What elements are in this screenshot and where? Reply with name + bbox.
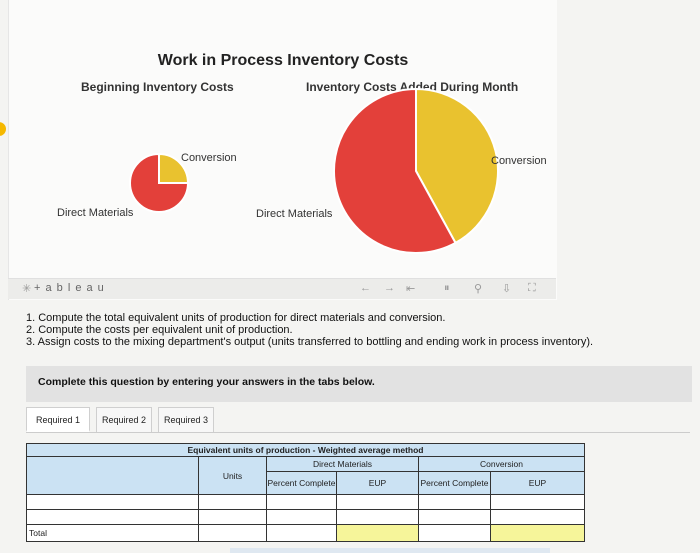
pie-slice-direct-materials[interactable] bbox=[333, 87, 457, 254]
undo-icon[interactable]: ← bbox=[360, 282, 371, 294]
tab-required-3[interactable]: Required 3 bbox=[158, 407, 214, 432]
pie-slice-conversion[interactable] bbox=[158, 152, 190, 184]
instructions: 1. Compute the total equivalent units of… bbox=[26, 312, 593, 348]
total-conv-eup bbox=[490, 524, 585, 542]
right-pie-materials-label: Direct Materials bbox=[256, 208, 333, 220]
header-conv-percent: Percent Complete bbox=[418, 471, 491, 495]
fullscreen-icon[interactable]: ⛶ bbox=[528, 282, 536, 294]
total-conv-percent bbox=[418, 524, 491, 542]
pie-slice-direct-materials[interactable] bbox=[129, 152, 190, 213]
row2-dm-percent-input[interactable] bbox=[266, 509, 337, 525]
total-row-label: Total bbox=[26, 524, 199, 542]
header-blank bbox=[26, 456, 199, 495]
header-conv-eup: EUP bbox=[490, 471, 585, 495]
banner-text: Complete this question by entering your … bbox=[38, 376, 375, 388]
tab-required-2[interactable]: Required 2 bbox=[96, 407, 152, 432]
header-dm-percent: Percent Complete bbox=[266, 471, 337, 495]
tab-required-1[interactable]: Required 1 bbox=[26, 407, 90, 432]
eup-table: Equivalent units of production - Weighte… bbox=[26, 443, 585, 542]
share-icon[interactable]: ⚲ bbox=[474, 283, 483, 295]
bottom-nav-strip bbox=[230, 548, 550, 553]
row2-conv-eup-input[interactable] bbox=[490, 509, 585, 525]
row2-conv-percent-input[interactable] bbox=[418, 509, 491, 525]
row2-label-input[interactable] bbox=[26, 509, 199, 525]
header-conversion: Conversion bbox=[418, 456, 585, 472]
instruction-banner: Complete this question by entering your … bbox=[26, 366, 692, 402]
row1-conv-eup-input[interactable] bbox=[490, 494, 585, 510]
total-dm-eup bbox=[336, 524, 419, 542]
tab-divider bbox=[26, 432, 690, 433]
row1-units-input[interactable] bbox=[198, 494, 267, 510]
total-units-input[interactable] bbox=[198, 524, 267, 542]
viz-title: Work in Process Inventory Costs bbox=[157, 52, 409, 69]
left-pie-materials-label: Direct Materials bbox=[57, 207, 134, 219]
row1-conv-percent-input[interactable] bbox=[418, 494, 491, 510]
row1-dm-percent-input[interactable] bbox=[266, 494, 337, 510]
instruction-3: 3. Assign costs to the mixing department… bbox=[26, 336, 594, 348]
pie-slice-conversion[interactable] bbox=[415, 87, 499, 245]
total-dm-percent bbox=[266, 524, 337, 542]
pause-icon[interactable]: ⏸ bbox=[444, 282, 450, 294]
eup-table-container: Equivalent units of production - Weighte… bbox=[26, 443, 586, 553]
tableau-toolbar: ✳ + a b l e a u ← → ⇤ ⏸ ⚲ ⇩ ⛶ bbox=[8, 278, 556, 299]
download-icon[interactable]: ⇩ bbox=[502, 283, 512, 295]
added-costs-pie bbox=[333, 87, 499, 254]
row1-label-input[interactable] bbox=[26, 494, 199, 510]
revert-icon[interactable]: ⇤ bbox=[406, 283, 416, 295]
redo-icon[interactable]: → bbox=[384, 282, 395, 294]
beginning-inventory-pie bbox=[129, 152, 190, 213]
tableau-brand: + a b l e a u bbox=[34, 282, 105, 294]
right-pie-conversion-label: Conversion bbox=[491, 155, 547, 167]
added-costs-title: Inventory Costs Added During Month bbox=[306, 80, 519, 94]
tableau-logo-icon: ✳ bbox=[22, 283, 32, 295]
pie-charts bbox=[129, 87, 499, 254]
instruction-1: 1. Compute the total equivalent units of… bbox=[26, 312, 446, 324]
header-direct-materials: Direct Materials bbox=[266, 456, 419, 472]
header-dm-eup: EUP bbox=[336, 471, 419, 495]
row2-units-input[interactable] bbox=[198, 509, 267, 525]
tableau-viz: Work in Process Inventory Costs Beginnin… bbox=[8, 0, 557, 300]
row2-dm-eup-input[interactable] bbox=[336, 509, 419, 525]
row1-dm-eup-input[interactable] bbox=[336, 494, 419, 510]
instruction-2: 2. Compute the costs per equivalent unit… bbox=[26, 324, 293, 336]
left-pie-conversion-label: Conversion bbox=[181, 152, 237, 164]
header-units: Units bbox=[198, 456, 267, 495]
table-caption: Equivalent units of production - Weighte… bbox=[26, 443, 585, 457]
side-marker bbox=[0, 122, 6, 136]
beginning-inventory-title: Beginning Inventory Costs bbox=[81, 80, 234, 94]
